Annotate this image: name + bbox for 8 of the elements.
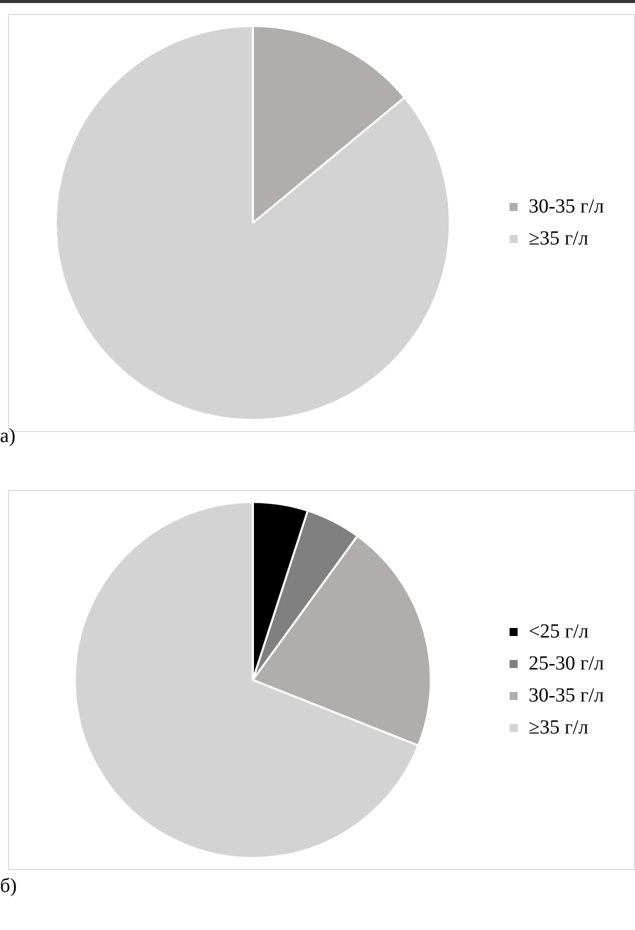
legend-label: 25-30 г/л [528,652,604,674]
text: а) [0,425,16,448]
legend-label: 30-35 г/л [528,195,604,218]
legend-label: 30-35 г/л [528,684,604,706]
legend-label: ≥35 г/л [528,716,588,738]
legend-label: <25 г/л [528,620,589,642]
text: б) [0,875,17,898]
legend-label: ≥35 г/л [528,227,588,250]
